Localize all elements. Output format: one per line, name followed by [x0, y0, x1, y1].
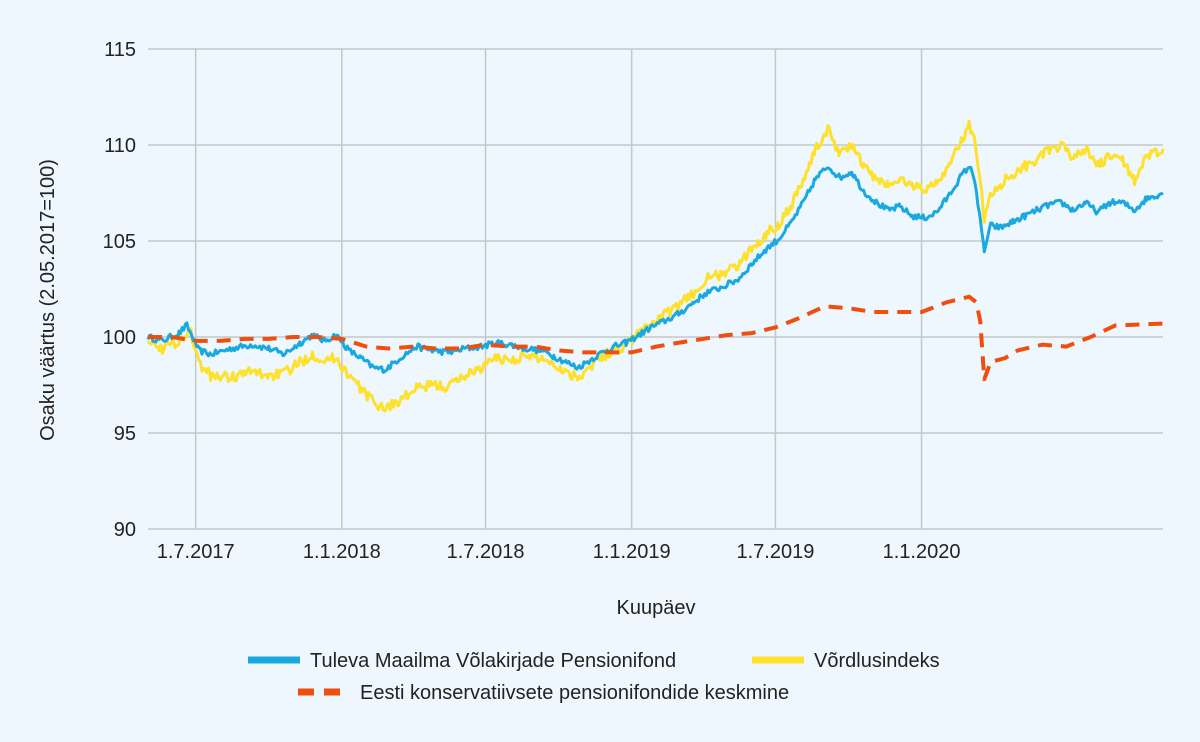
x-tick-label: 1.7.2018 — [447, 541, 525, 563]
y-tick-label: 95 — [114, 423, 136, 445]
x-axis-ticks: 1.7.2017 1.1.2018 1.7.2018 1.1.2019 1.7.2019… — [157, 541, 961, 563]
y-axis-ticks: 90 95 100 105 110 115 — [103, 39, 136, 541]
grid-layer — [148, 48, 1163, 530]
x-tick-label: 1.1.2020 — [883, 541, 961, 563]
y-tick-label: 115 — [104, 39, 136, 61]
x-tick-label: 1.7.2017 — [157, 541, 235, 563]
legend-label: Võrdlusindeks — [814, 650, 940, 672]
y-tick-label: 100 — [103, 327, 136, 349]
legend-label: Tuleva Maailma Võlakirjade Pensionifond — [310, 650, 676, 672]
legend-label: Eesti konservatiivsete pensionifondide k… — [360, 682, 789, 704]
series-line — [146, 119, 1165, 413]
x-tick-label: 1.1.2018 — [303, 541, 381, 563]
y-tick-label: 105 — [103, 231, 136, 253]
x-tick-label: 1.1.2019 — [593, 541, 671, 563]
legend: Tuleva Maailma Võlakirjade Pensionifond V… — [248, 650, 940, 704]
series-line — [146, 165, 1164, 374]
series-layer — [146, 119, 1165, 413]
y-axis-title: Osaku väärtus (2.05.2017=100) — [37, 159, 59, 441]
y-tick-label: 110 — [104, 135, 136, 157]
series-line — [148, 294, 1164, 382]
x-tick-label: 1.7.2019 — [736, 541, 814, 563]
y-tick-label: 90 — [114, 519, 136, 541]
x-axis-title: Kuupäev — [617, 597, 696, 619]
